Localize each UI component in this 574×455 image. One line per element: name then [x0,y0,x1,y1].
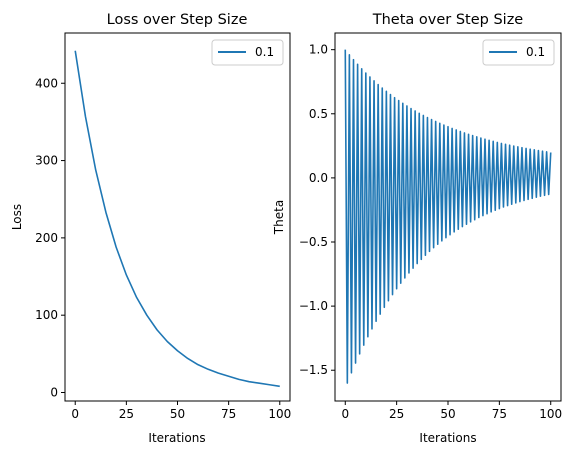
loss-y-ticks: 0 100 200 300 400 [35,76,65,399]
loss-series-layer [74,50,280,388]
theta-y-ticks: −1.5 −1.0 −0.5 0.0 0.5 1.0 [299,43,335,377]
loss-y-tick-label: 0 [50,385,58,399]
theta-x-tick-label: 100 [539,407,562,421]
theta-y-tick-label: −1.0 [299,299,328,313]
loss-panel: Loss over Step Size 0 25 50 75 100 0 100 200 30… [10,12,291,445]
theta-series-layer [344,49,552,384]
loss-x-axis-label: Iterations [148,431,205,445]
theta-chart-title: Theta over Step Size [372,12,524,28]
theta-x-axis-label: Iterations [419,431,476,445]
loss-legend-label: 0.1 [255,45,274,59]
theta-x-tick-label: 50 [440,407,455,421]
loss-legend-box [211,39,284,66]
theta-x-tick-label: 75 [492,407,507,421]
theta-y-tick-label: −0.5 [299,235,328,249]
theta-x-tick-label: 0 [341,407,349,421]
loss-y-tick-label: 200 [35,231,58,245]
loss-y-tick-label: 400 [35,76,58,90]
theta-legend: 0.1 [482,39,555,66]
theta-legend-label: 0.1 [526,45,545,59]
loss-x-tick-label: 25 [119,407,134,421]
theta-series-line-0 [344,49,552,384]
theta-panel: Theta over Step Size 0 25 50 75 100 −1.5 −1.0… [272,12,562,445]
theta-y-tick-label: 0.0 [309,171,328,185]
loss-x-tick-label: 75 [221,407,236,421]
theta-y-tick-label: 1.0 [309,43,328,57]
loss-x-tick-label: 0 [71,407,79,421]
loss-axes-frame [64,32,291,402]
theta-x-tick-label: 25 [389,407,404,421]
theta-x-ticks: 0 25 50 75 100 [341,401,562,421]
loss-chart-title: Loss over Step Size [107,12,248,28]
theta-y-axis-label: Theta [272,200,286,235]
theta-y-tick-label: 0.5 [309,107,328,121]
loss-y-axis-label: Loss [10,204,24,230]
loss-series-line-0 [74,50,280,388]
theta-y-tick-label: −1.5 [299,363,328,377]
loss-y-tick-label: 300 [35,154,58,168]
theta-legend-box [482,39,555,66]
loss-legend: 0.1 [211,39,284,66]
loss-x-tick-label: 100 [268,407,291,421]
loss-x-ticks: 0 25 50 75 100 [71,401,291,421]
loss-y-tick-label: 100 [35,308,58,322]
loss-x-tick-label: 50 [170,407,185,421]
